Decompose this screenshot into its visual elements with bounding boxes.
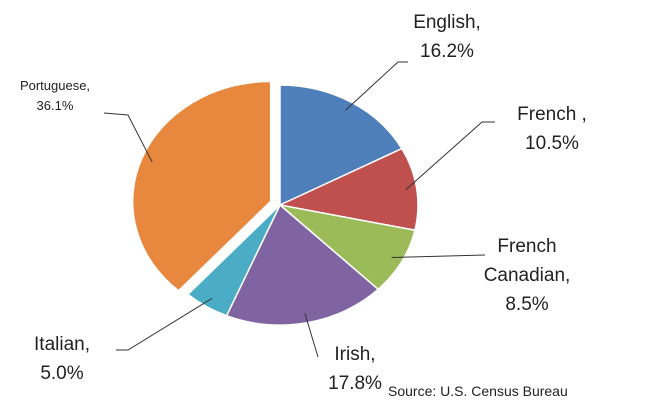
data-label: Irish, 17.8%: [328, 340, 382, 398]
slice-value: 17.8%: [328, 373, 382, 394]
slice-name: Portuguese,: [19, 78, 91, 93]
pie-slice: [279, 84, 403, 207]
pie-slice: [131, 80, 272, 292]
pie-slice: [277, 147, 419, 232]
slice-value: 8.5%: [505, 294, 549, 315]
slice-value: 36.1%: [36, 98, 74, 113]
slice-name: Italian,: [34, 334, 90, 355]
slice-name: Irish,: [334, 344, 376, 365]
pie-slice: [225, 203, 380, 326]
data-label: French , 10.5%: [517, 100, 587, 158]
pie-slice: [277, 203, 416, 291]
leader-line: [345, 61, 408, 111]
slice-value: 16.2%: [420, 41, 474, 62]
leader-line: [304, 313, 319, 358]
leader-line: [116, 297, 213, 351]
data-label: Italian, 5.0%: [34, 330, 90, 388]
source-note: Source: U.S. Census Bureau: [388, 383, 568, 399]
leader-line: [103, 112, 153, 163]
slice-name: French Canadian,: [483, 236, 571, 286]
data-label: English, 16.2%: [413, 8, 481, 66]
data-label: Portuguese, 36.1%: [20, 76, 90, 116]
slice-name: French ,: [517, 104, 587, 125]
pie-slice: [186, 204, 281, 317]
leader-line: [391, 254, 486, 259]
slice-value: 5.0%: [40, 363, 84, 384]
slice-name: English,: [413, 12, 481, 33]
slice-value: 10.5%: [525, 133, 579, 154]
leader-line: [405, 121, 495, 191]
data-label: French Canadian, 8.5%: [462, 232, 592, 319]
